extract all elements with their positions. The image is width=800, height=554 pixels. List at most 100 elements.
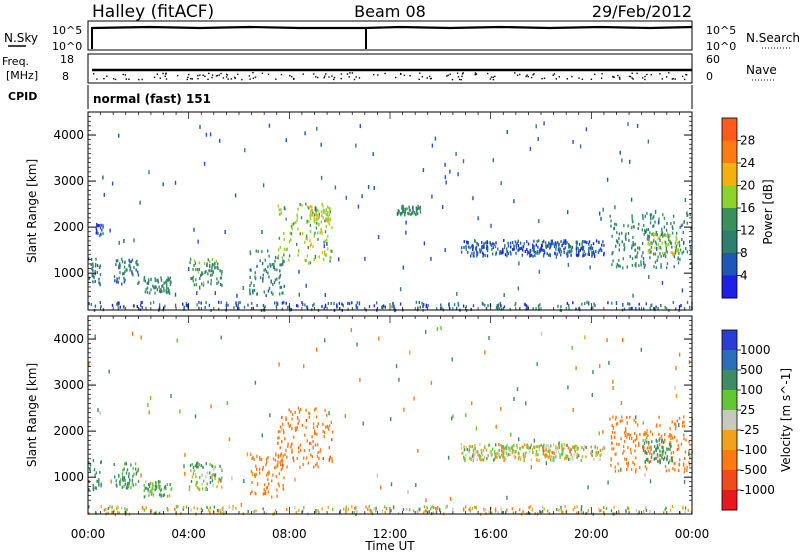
velocity-echo-cell <box>149 396 152 401</box>
velocity-echo-cell <box>331 430 334 434</box>
power-echo-cell <box>445 180 447 185</box>
velocity-colorbar-tick-label: -500 <box>740 463 767 477</box>
velocity-echo-cell <box>205 462 207 466</box>
power-echo-cell <box>548 242 550 246</box>
velocity-echo-cell <box>413 396 415 401</box>
velocity-echo-cell <box>482 448 484 452</box>
power-echo-cell <box>627 224 629 228</box>
power-echo-cell <box>648 235 650 239</box>
power-echo-cell <box>393 304 395 308</box>
velocity-echo-cell <box>318 456 320 460</box>
velocity-echo-cell <box>100 461 102 465</box>
velocity-echo-cell <box>276 494 278 498</box>
nave-point <box>668 72 670 74</box>
power-colorbar-tick-label: 24 <box>740 156 755 170</box>
velocity-echo-cell <box>659 443 661 447</box>
power-echo-cell <box>632 293 634 298</box>
power-echo-cell <box>533 239 535 243</box>
velocity-echo-cell <box>497 511 499 515</box>
power-echo-cell <box>136 305 138 308</box>
power-echo-cell <box>492 246 494 250</box>
power-echo-cell <box>568 303 570 307</box>
velocity-echo-cell <box>177 505 179 509</box>
power-echo-cell <box>145 287 147 291</box>
power-echo-cell <box>576 253 578 257</box>
velocity-echo-cell <box>251 457 253 460</box>
power-echo-cell <box>185 301 188 305</box>
nave-scatter <box>93 72 688 81</box>
velocity-echo-cell <box>462 507 465 511</box>
velocity-echo-cell <box>674 427 677 431</box>
velocity-echo-cell <box>648 446 651 450</box>
velocity-echo-cell <box>152 482 154 486</box>
power-echo-cell <box>686 221 688 225</box>
velocity-echo-cell <box>134 462 137 466</box>
power-echo-cell <box>256 264 258 268</box>
power-echo-cell <box>576 240 578 244</box>
velocity-echo-cell <box>220 511 222 515</box>
power-echo-cell <box>436 307 438 311</box>
power-echo-cell <box>418 206 420 210</box>
power-echo-cell <box>315 217 318 221</box>
velocity-echo-cell <box>558 508 560 512</box>
power-echo-cell <box>118 276 120 280</box>
power-echo-cell <box>622 266 624 270</box>
velocity-echo-cell <box>668 435 670 439</box>
power-echo-cell <box>683 240 685 245</box>
power-echo-cell <box>357 204 360 209</box>
power-echo-cell <box>373 186 375 190</box>
power-echo-cell <box>198 306 200 310</box>
velocity-echo-cell <box>491 447 494 451</box>
velocity-echo-cell <box>505 447 507 451</box>
power-echo-cell <box>614 205 616 210</box>
velocity-echo-cell <box>284 437 286 441</box>
power-echo-cell <box>689 240 691 244</box>
power-echo-cell <box>316 126 318 131</box>
velocity-echo-cell <box>190 469 192 473</box>
nave-point <box>267 73 270 75</box>
velocity-echo-cell <box>291 448 293 453</box>
power-echo-cell <box>408 212 410 216</box>
power-echo-cell <box>99 234 101 238</box>
velocity-echo-cell <box>478 453 480 457</box>
power-echo-cell <box>233 306 235 310</box>
power-echo-cell <box>92 262 94 266</box>
velocity-echo-cell <box>556 508 558 511</box>
power-echo-cell <box>616 240 619 244</box>
power-echo-cell <box>467 245 470 249</box>
power-echo-cell <box>636 254 638 259</box>
velocity-echo-cell <box>629 415 631 419</box>
velocity-echo-cell <box>585 446 587 450</box>
power-echo-cell <box>377 235 380 239</box>
velocity-echo-cell <box>160 488 162 492</box>
velocity-echo-cell <box>576 448 578 452</box>
velocity-echo-cell <box>213 472 215 476</box>
velocity-echo-cell <box>499 444 501 448</box>
velocity-echo-cell <box>635 470 637 474</box>
velocity-echo-cell <box>98 481 100 485</box>
power-echo-cell <box>588 240 591 244</box>
power-echo-cell <box>650 241 652 245</box>
power-echo-cell <box>519 307 521 311</box>
power-echo-cell <box>562 242 564 245</box>
velocity-echo-cell <box>464 457 466 460</box>
power-echo-cell <box>418 301 420 305</box>
velocity-echo-cell <box>561 443 563 447</box>
velocity-echo-cell <box>409 508 411 512</box>
power-echo-cell <box>634 242 636 246</box>
power-echo-cell <box>665 255 667 259</box>
velocity-echo-cell <box>277 441 279 445</box>
power-echo-cell <box>306 237 308 241</box>
power-echo-cell <box>538 251 540 255</box>
power-echo-cell <box>397 209 399 213</box>
power-echo-cell <box>673 255 676 259</box>
velocity-echo-cell <box>111 510 113 514</box>
velocity-echo-cell <box>659 461 661 465</box>
power-colorbar-segment <box>722 163 737 186</box>
power-echo-cell <box>373 304 375 308</box>
velocity-echo-cell <box>590 445 592 449</box>
power-echo-cell <box>649 256 651 260</box>
velocity-echo-cell <box>196 465 198 469</box>
velocity-echo-cell <box>487 454 489 458</box>
power-echo-cell <box>483 245 485 249</box>
